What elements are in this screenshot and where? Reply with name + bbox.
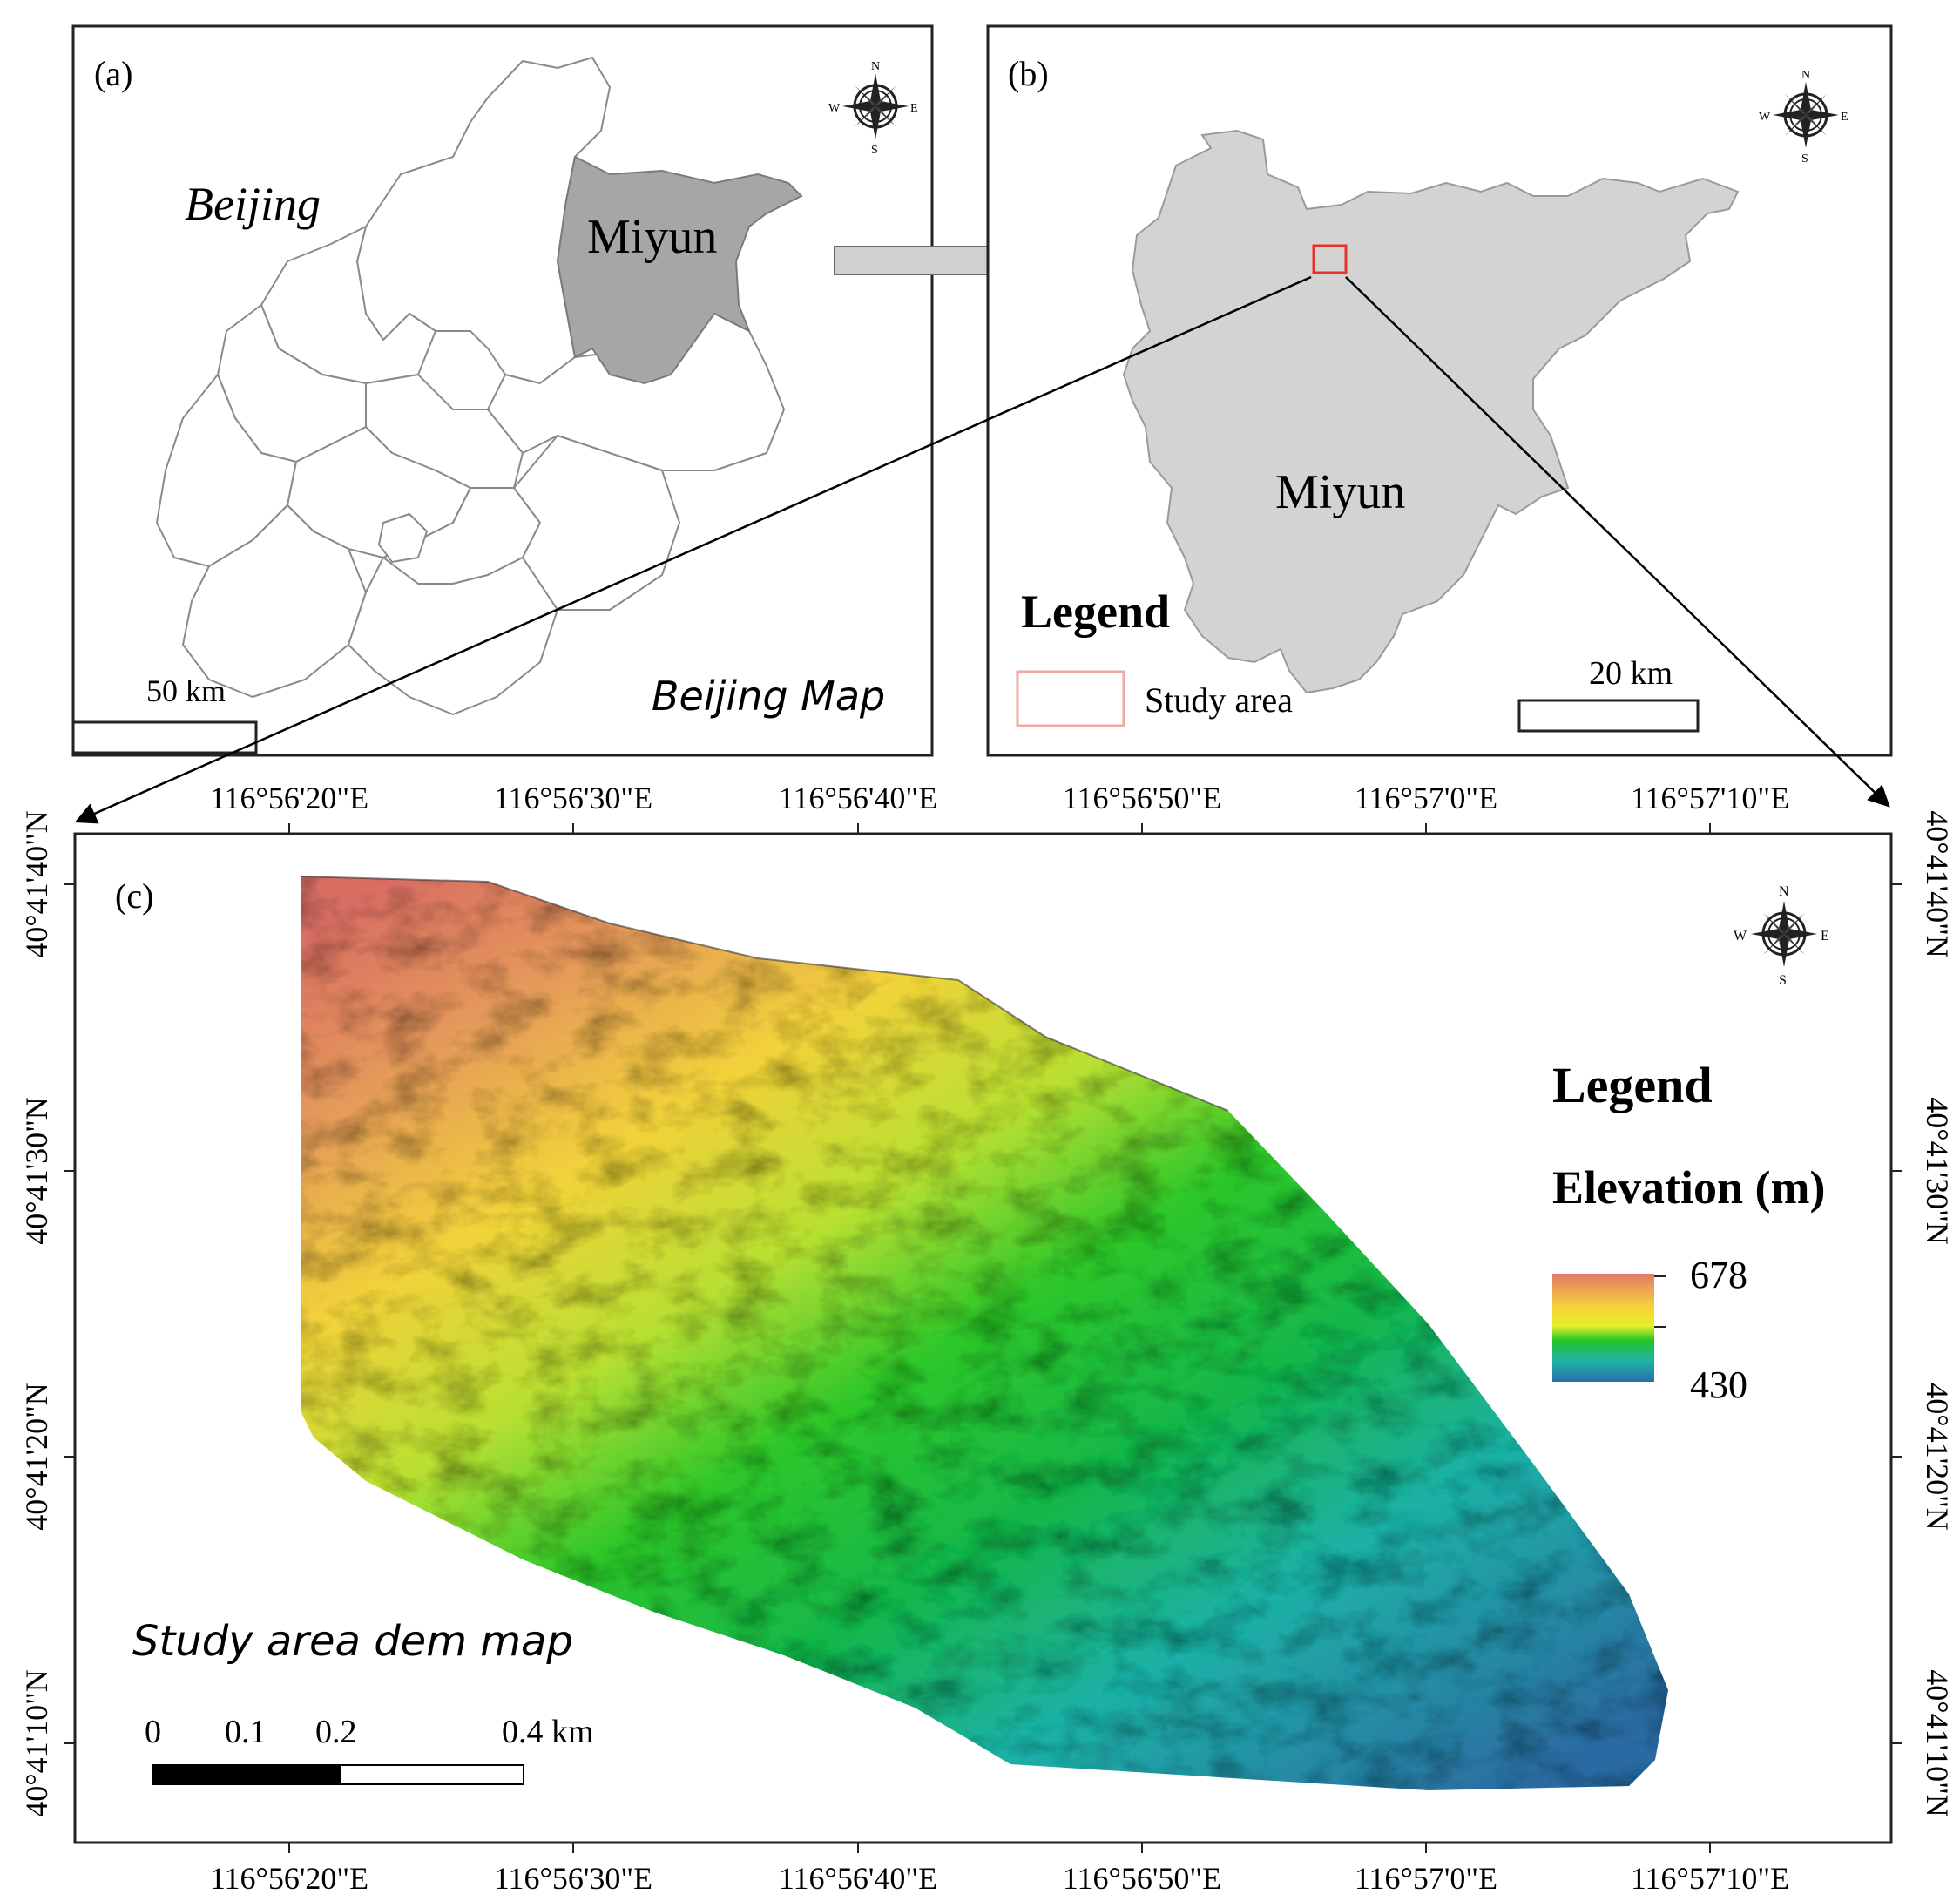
city-center-outline [378,513,428,563]
lat-label-right: 40°41'40"N [1920,810,1955,958]
scale-bar-black-segment [152,1764,341,1785]
svg-text:W: W [1759,111,1771,124]
lon-label-bottom: 116°56'20"E [210,1861,368,1896]
lon-label-top: 116°57'10"E [1631,781,1789,815]
lat-label-right: 40°41'20"N [1920,1383,1955,1531]
legend-title-c: Legend [1552,1057,1713,1113]
svg-text:E: E [1821,929,1829,944]
panel-c-label: (c) [115,876,153,916]
leader-line-right [1345,276,1890,808]
svg-text:E: E [910,102,918,115]
scale-tick-label: 0.4 km [502,1714,594,1750]
tongzhou-outline [513,435,680,611]
lon-label-top: 116°56'30"E [494,781,652,815]
huairou-outline [356,57,611,384]
panel-c: (c) N S E W Legend Elevation (m) 678 430… [19,781,1955,1896]
svg-text:N: N [1801,69,1810,82]
scale-bar-b [1517,699,1700,733]
lat-label-left: 40°41'20"N [19,1383,54,1531]
latitude-ticks: 40°41'40"N 40°41'40"N 40°41'30"N 40°41'30"N… [19,810,1955,1817]
legend-label-study-area: Study area [1145,680,1293,720]
longitude-ticks: 116°56'20"E 116°56'20"E 116°56'30"E 116°56'… [210,781,1789,1896]
dem-edge [300,876,1229,1112]
svg-text:N: N [871,60,880,73]
leader-line-left [74,275,1312,824]
lon-label-bottom: 116°56'30"E [494,1861,652,1896]
caption-c: Study area dem map [132,1617,573,1666]
scale-bar-c: 0 0.1 0.2 0.4 km [145,1714,594,1785]
lon-label-top: 116°57'0"E [1355,781,1497,815]
scale-label-a: 50 km [146,673,226,708]
panel-b-label: (b) [1008,54,1049,93]
svg-text:S: S [871,144,878,157]
daxing-outline [348,557,558,715]
miyun-district-b [1122,129,1740,694]
dem-elevation-raster [301,876,1668,1790]
lat-label-left: 40°41'40"N [19,810,54,958]
lon-label-top: 116°56'20"E [210,781,368,815]
miyun-label-a: Miyun [587,210,717,264]
north-arrow-icon-b: N S E W [1759,69,1848,166]
lat-label-right: 40°41'10"N [1920,1669,1955,1817]
scale-bar-white-segment [340,1764,524,1785]
lon-label-bottom: 116°57'10"E [1631,1861,1789,1896]
legend-subtitle-c: Elevation (m) [1552,1161,1825,1214]
legend-title-b: Legend [1021,585,1170,638]
lon-label-top: 116°56'50"E [1063,781,1221,815]
svg-text:S: S [1779,973,1787,988]
svg-text:N: N [1779,884,1789,899]
scale-label-b: 20 km [1589,655,1673,692]
lat-label-right: 40°41'30"N [1920,1097,1955,1245]
panel-a-label: (a) [94,54,132,93]
miyun-district-a [556,155,803,385]
miyun-label-b: Miyun [1275,465,1405,519]
lon-label-bottom: 116°57'0"E [1355,1861,1497,1896]
scale-tick-label: 0.2 [315,1714,357,1750]
legend-swatch-study-area [1016,670,1125,727]
elevation-color-ramp [1552,1274,1654,1382]
svg-text:W: W [828,102,841,115]
lat-label-left: 40°41'10"N [19,1669,54,1817]
elev-max-label: 678 [1690,1254,1747,1296]
scale-tick-label: 0.1 [225,1714,267,1750]
svg-text:S: S [1801,152,1808,166]
elev-min-label: 430 [1690,1363,1747,1406]
scale-bar-a [71,720,258,754]
svg-text:W: W [1734,929,1747,944]
lat-label-left: 40°41'30"N [19,1097,54,1245]
north-arrow-icon-c: N S E W [1734,884,1829,988]
beijing-label: Beijing [185,178,321,230]
lon-label-top: 116°56'40"E [779,781,937,815]
caption-a: Beijing Map [652,673,885,720]
north-arrow-icon-a: N S E W [828,60,918,157]
beijing-district-outlines [156,57,785,715]
panel-a: (a) Beijing Miyun N S E W 50 [71,24,934,757]
lon-label-bottom: 116°56'50"E [1063,1861,1221,1896]
svg-text:E: E [1841,111,1848,124]
panel-b: (b) Miyun N S E W Legend Study area 20 k… [986,24,1893,757]
study-area-box [1312,244,1348,274]
scale-tick-label: 0 [145,1714,161,1750]
lon-label-bottom: 116°56'40"E [779,1861,937,1896]
